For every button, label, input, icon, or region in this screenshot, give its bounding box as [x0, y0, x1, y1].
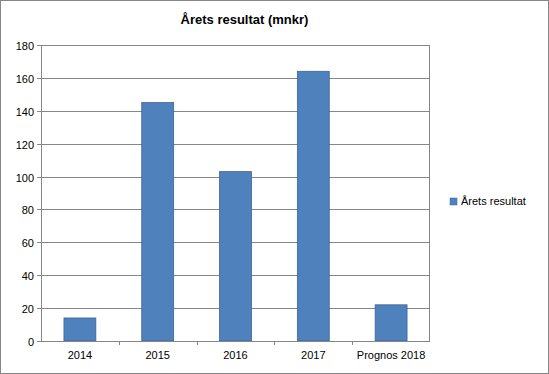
plot-area: [41, 45, 430, 341]
chart-container: Årets resultat (mnkr) 0 20 40 60 80 100 120 140 1…: [0, 0, 549, 374]
y-tick: [37, 242, 41, 243]
bar: [297, 71, 329, 341]
legend-label: Årets resultat: [461, 195, 526, 207]
y-tick-label: 60: [22, 237, 34, 249]
bar: [220, 172, 252, 341]
grid-line: [41, 78, 430, 79]
bar: [375, 305, 407, 341]
y-tick-label: 180: [16, 40, 34, 52]
bars: [64, 71, 407, 341]
y-tick: [37, 144, 41, 145]
y-tick-label: 20: [22, 303, 34, 315]
y-tick: [37, 341, 41, 342]
grid-line: [41, 111, 430, 112]
x-tick-label: 2015: [145, 349, 169, 361]
plot-frame: [42, 46, 430, 342]
y-tick: [37, 275, 41, 276]
y-tick-label: 100: [16, 172, 34, 184]
chart-title: Årets resultat (mnkr): [181, 12, 309, 27]
bar: [142, 103, 174, 341]
y-tick-label: 140: [16, 106, 34, 118]
grid-line: [41, 144, 430, 145]
legend-swatch: [450, 198, 457, 205]
y-tick-label: 160: [16, 73, 34, 85]
y-tick-label: 40: [22, 270, 34, 282]
y-tick-label: 120: [16, 139, 34, 151]
y-tick: [37, 111, 41, 112]
y-tick: [37, 78, 41, 79]
y-tick: [37, 177, 41, 178]
y-tick-label: 80: [22, 204, 34, 216]
y-tick: [37, 308, 41, 309]
x-tick-label: 2017: [301, 349, 325, 361]
y-tick: [37, 45, 41, 46]
x-tick-label: 2014: [68, 349, 92, 361]
y-tick: [37, 209, 41, 210]
x-tick-label: 2016: [223, 349, 247, 361]
x-tick-label: Prognos 2018: [357, 349, 426, 361]
bar: [64, 318, 96, 341]
x-axis: [41, 341, 430, 342]
grid-line: [41, 341, 430, 342]
chart-border: [1, 1, 549, 374]
chart-svg: Årets resultat (mnkr) 0 20 40 60 80 100 120 140 1…: [0, 0, 549, 374]
y-tick-label: 0: [28, 336, 34, 348]
